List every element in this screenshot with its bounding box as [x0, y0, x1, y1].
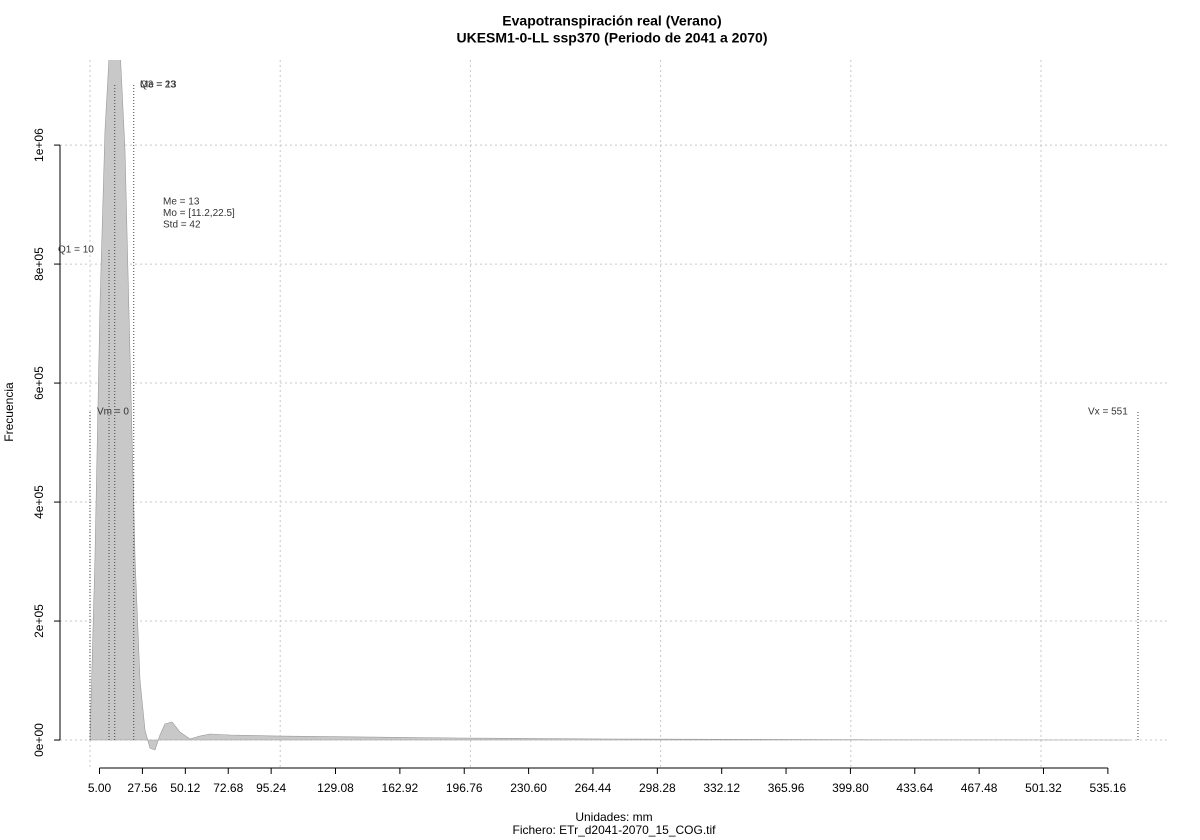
x-tick-label: 72.68 — [213, 781, 243, 795]
file-label: Fichero: ETr_d2041-2070_15_COG.tif — [513, 823, 717, 837]
x-tick-label: 332.12 — [703, 781, 740, 795]
y-tick-label: 4e+05 — [32, 485, 46, 519]
density-area — [89, 60, 1131, 751]
x-tick-label: 399.80 — [832, 781, 869, 795]
stat-label: Std = 42 — [163, 220, 201, 231]
chart-title: Evapotranspiración real (Verano) — [502, 13, 721, 29]
x-axis-label: Unidades: mm — [575, 810, 652, 824]
stat-label: Me = 13 — [163, 197, 200, 208]
marker-label: Q3 = 23 — [140, 80, 176, 91]
marker-label: Vx = 551 — [1088, 407, 1128, 418]
y-tick-label: 0e+00 — [32, 723, 46, 757]
x-tick-label: 27.56 — [127, 781, 157, 795]
y-tick-label: 1e+06 — [32, 128, 46, 162]
x-tick-label: 501.32 — [1025, 781, 1062, 795]
x-tick-label: 5.00 — [88, 781, 112, 795]
x-tick-label: 433.64 — [896, 781, 933, 795]
y-tick-label: 8e+05 — [32, 247, 46, 281]
x-tick-label: 365.96 — [768, 781, 805, 795]
y-axis-label: Frecuencia — [2, 382, 16, 442]
x-tick-label: 129.08 — [317, 781, 354, 795]
x-tick-label: 196.76 — [446, 781, 483, 795]
x-tick-label: 230.60 — [510, 781, 547, 795]
y-tick-label: 6e+05 — [32, 366, 46, 400]
marker-label: Q1 = 10 — [58, 245, 94, 256]
marker-label: Me = 13 — [140, 80, 177, 91]
stat-label: Mo = [11.2,22.5] — [163, 208, 235, 219]
x-tick-label: 298.28 — [639, 781, 676, 795]
y-tick-label: 2e+05 — [32, 604, 46, 638]
x-tick-label: 467.48 — [961, 781, 998, 795]
x-tick-label: 264.44 — [575, 781, 612, 795]
x-tick-label: 95.24 — [256, 781, 286, 795]
x-tick-label: 162.92 — [382, 781, 419, 795]
chart-subtitle: UKESM1-0-LL ssp370 (Periodo de 2041 a 20… — [457, 30, 768, 46]
x-tick-label: 535.16 — [1090, 781, 1127, 795]
marker-label: Vm = 0 — [97, 407, 129, 418]
plot-area — [89, 60, 1131, 751]
x-tick-label: 50.12 — [170, 781, 200, 795]
